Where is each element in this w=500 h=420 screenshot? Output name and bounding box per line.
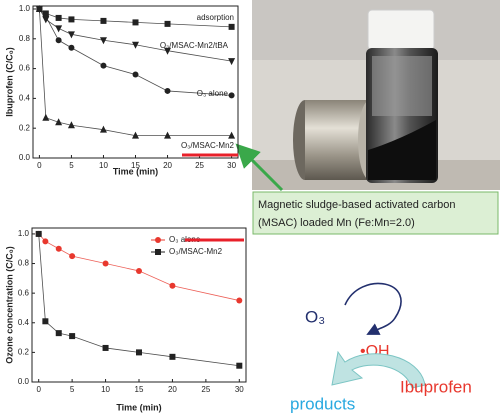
photo xyxy=(252,0,500,190)
x-tick-label: 20 xyxy=(168,385,177,394)
x-tick-label: 25 xyxy=(195,161,204,170)
y-tick-label: 0.8 xyxy=(18,259,30,268)
marker xyxy=(228,58,236,66)
series-label: O₃/MSAC-Mn2 xyxy=(181,141,235,150)
marker xyxy=(99,37,107,45)
y-tick-label: 0.6 xyxy=(19,64,31,73)
marker xyxy=(169,282,176,289)
marker xyxy=(67,121,75,129)
marker xyxy=(42,113,50,121)
marker xyxy=(169,353,176,360)
x-tick-label: 30 xyxy=(227,161,236,170)
marker xyxy=(67,31,75,39)
legend-label: O₃ alone xyxy=(169,235,201,244)
y-tick-label: 1.0 xyxy=(19,4,31,13)
result: products xyxy=(290,394,355,413)
caption-text: (MSAC) loaded Mn (Fe:Mn=2.0) xyxy=(258,217,415,229)
marker xyxy=(42,238,49,245)
legend-marker xyxy=(155,249,161,255)
series-label: O₃ alone xyxy=(197,89,229,98)
target: Ibuprofen xyxy=(400,377,472,396)
marker xyxy=(55,245,62,252)
marker xyxy=(132,41,139,49)
y-tick-label: 0.4 xyxy=(19,94,31,103)
marker xyxy=(55,14,62,21)
y-tick-label: 0.6 xyxy=(18,288,30,297)
caption-box xyxy=(252,191,499,235)
marker xyxy=(55,25,63,33)
x-tick-label: 25 xyxy=(201,385,210,394)
marker xyxy=(68,44,75,51)
marker xyxy=(102,260,109,267)
x-axis-label: Time (min) xyxy=(113,166,158,176)
y-tick-label: 0.4 xyxy=(18,318,30,327)
marker xyxy=(132,71,139,78)
marker xyxy=(132,19,139,26)
x-tick-label: 0 xyxy=(36,385,41,394)
marker xyxy=(69,333,76,340)
x-tick-label: 10 xyxy=(101,385,110,394)
series-label: O₃/MSAC-Mn2/tBA xyxy=(160,41,229,50)
marker xyxy=(35,4,43,12)
marker xyxy=(69,253,76,260)
y-tick-label: 0.2 xyxy=(19,123,31,132)
marker xyxy=(68,16,75,23)
marker xyxy=(236,362,243,369)
marker xyxy=(55,37,62,44)
legend-label: O₃/MSAC-Mn2 xyxy=(169,247,223,256)
y-axis-label: Ibuprofen (C/C₀) xyxy=(4,47,14,117)
y-tick-label: 1.0 xyxy=(18,229,30,238)
y-tick-label: 0.0 xyxy=(18,377,30,386)
y-axis-label: Ozone concentration (C/C₀) xyxy=(4,246,14,364)
marker xyxy=(164,131,172,139)
x-tick-label: 20 xyxy=(163,161,172,170)
marker xyxy=(164,20,171,27)
x-tick-label: 15 xyxy=(131,161,140,170)
marker xyxy=(55,330,62,337)
marker xyxy=(228,92,235,99)
x-tick-label: 5 xyxy=(70,385,75,394)
marker xyxy=(164,87,171,94)
marker xyxy=(35,230,42,237)
oxidant: O₃ xyxy=(305,307,325,326)
caption-text: Magnetic sludge-based activated carbon xyxy=(258,199,456,211)
marker xyxy=(228,23,235,30)
marker xyxy=(136,349,142,356)
x-tick-label: 0 xyxy=(37,161,42,170)
marker xyxy=(228,131,236,139)
pointer-arrow xyxy=(235,143,284,192)
reaction-arrow xyxy=(331,350,426,389)
marker xyxy=(100,62,107,69)
x-tick-label: 10 xyxy=(99,161,108,170)
x-tick-label: 5 xyxy=(69,161,74,170)
marker xyxy=(42,13,49,20)
marker xyxy=(100,17,107,24)
marker xyxy=(102,344,109,351)
marker xyxy=(132,131,139,139)
series-label: adsorption xyxy=(197,13,234,22)
y-tick-label: 0.2 xyxy=(18,347,30,356)
x-tick-label: 30 xyxy=(235,385,244,394)
marker xyxy=(55,118,63,126)
marker xyxy=(136,267,142,274)
y-tick-label: 0.0 xyxy=(19,153,31,162)
y-tick-label: 0.8 xyxy=(19,34,31,43)
marker xyxy=(164,47,172,55)
marker xyxy=(236,297,243,304)
series-line xyxy=(39,8,232,96)
x-axis-label: Time (min) xyxy=(116,402,161,412)
marker xyxy=(99,125,107,133)
series-line xyxy=(38,233,240,301)
marker xyxy=(42,318,49,325)
x-tick-label: 15 xyxy=(135,385,144,394)
legend-marker xyxy=(155,237,161,243)
reaction-arrow xyxy=(344,282,402,335)
